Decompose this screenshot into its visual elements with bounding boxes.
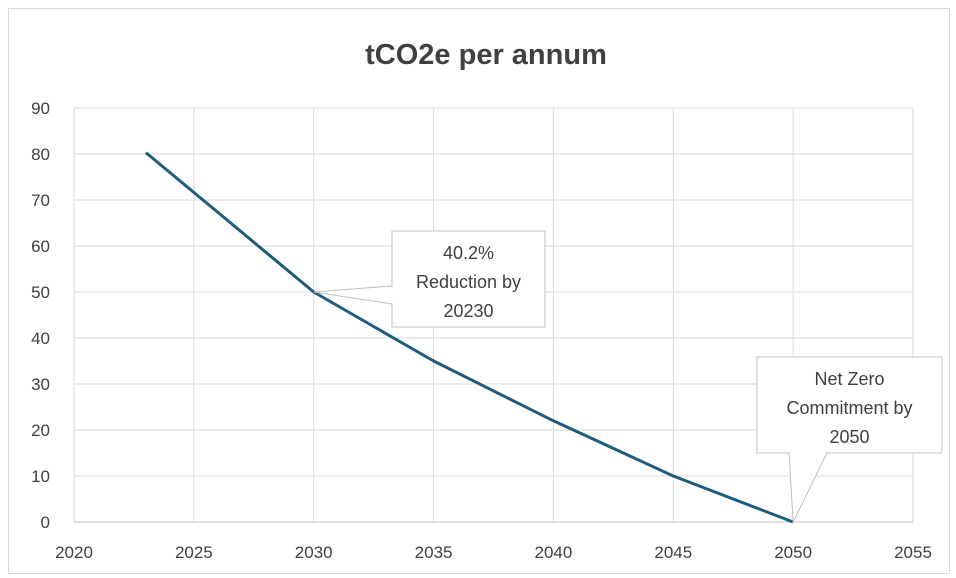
- x-tick-label: 2025: [175, 543, 213, 562]
- callout-pointer: [313, 285, 393, 305]
- x-tick-label: 2045: [654, 543, 692, 562]
- series: [144, 151, 794, 524]
- x-tick-label: 2055: [894, 543, 932, 562]
- x-tick-label: 2020: [55, 543, 93, 562]
- series-line: [144, 151, 794, 524]
- grid: [73, 107, 914, 523]
- x-tick-label: 2040: [535, 543, 573, 562]
- y-tick-label: 60: [31, 237, 50, 256]
- y-axis-ticks: 0 10 20 30 40 50 60 70 80 90: [31, 99, 50, 532]
- y-tick-label: 10: [31, 467, 50, 486]
- x-tick-label: 2050: [774, 543, 812, 562]
- y-tick-label: 50: [31, 283, 50, 302]
- callout-seam: [790, 451, 826, 454]
- callout-box: [391, 230, 546, 328]
- callout-label: 20230: [443, 301, 493, 321]
- annotations: 40.2% Reduction by 20230 Net Zero Commitment…: [313, 230, 943, 524]
- x-tick-label: 2030: [295, 543, 333, 562]
- callout-label: 2050: [829, 427, 869, 447]
- y-tick-label: 0: [41, 513, 50, 532]
- y-tick-label: 70: [31, 191, 50, 210]
- x-axis-ticks: 2020 2025 2030 2035 2040 2045 2050 2055: [55, 543, 932, 562]
- callout-label: 40.2%: [443, 243, 494, 263]
- callout-pointer: [788, 452, 828, 524]
- callout-box: [756, 356, 943, 454]
- callout-seam: [391, 287, 394, 303]
- y-tick-label: 40: [31, 329, 50, 348]
- callout-label: Commitment by: [786, 398, 912, 418]
- y-tick-label: 90: [31, 99, 50, 118]
- chart-title: tCO2e per annum: [365, 39, 607, 71]
- callout-label: Net Zero: [814, 369, 884, 389]
- x-tick-label: 2035: [415, 543, 453, 562]
- y-tick-label: 80: [31, 145, 50, 164]
- y-tick-label: 30: [31, 375, 50, 394]
- callout-label: Reduction by: [416, 272, 521, 292]
- y-tick-label: 20: [31, 421, 50, 440]
